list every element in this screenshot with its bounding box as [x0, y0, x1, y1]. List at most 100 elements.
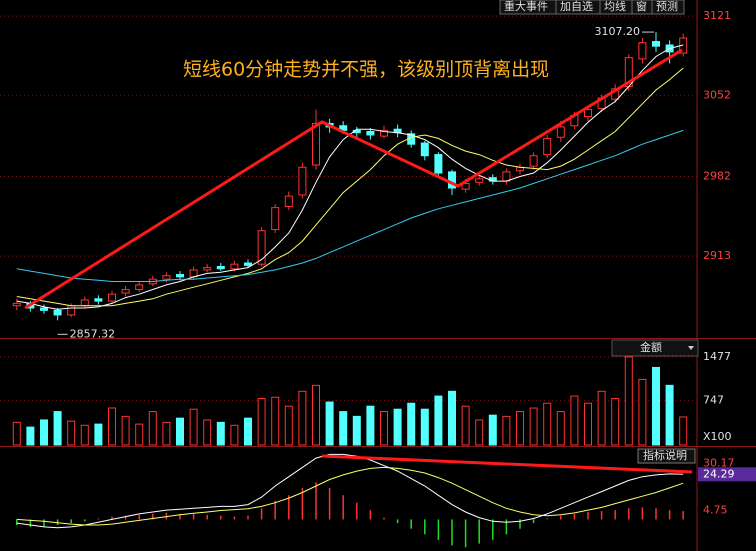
toolbar-label[interactable]: 加自选 [560, 0, 593, 13]
unit-label: X100 [703, 430, 732, 443]
volume-bar [407, 402, 416, 446]
volume-bar [325, 401, 334, 446]
toolbar-label[interactable]: 均线 [604, 0, 626, 13]
y-tick-label: 2982 [703, 169, 731, 182]
volume-bar [652, 366, 660, 446]
candle-body [135, 284, 144, 291]
indicator-selector[interactable] [611, 339, 699, 357]
volume-bar [162, 421, 171, 446]
volume-bar [556, 411, 565, 446]
candle-body [12, 302, 21, 307]
selector-label[interactable]: 金额 [640, 340, 662, 354]
volume-bar [244, 417, 252, 446]
volume-bar [461, 405, 470, 446]
volume-bar [529, 407, 538, 446]
dropdown-arrow[interactable] [688, 346, 694, 350]
y-tick-label: 24.29 [703, 467, 735, 480]
candle-body [94, 298, 103, 302]
volume-bar [420, 408, 429, 446]
volume-bar [271, 396, 280, 446]
toolbar-button[interactable] [651, 0, 685, 15]
volume-bar [189, 408, 198, 446]
volume-bar [624, 356, 633, 446]
toolbar-label[interactable]: 预测 [656, 0, 678, 13]
volume-bar [284, 405, 293, 446]
volume-bar [597, 390, 606, 446]
toolbar-label[interactable]: 窗 [636, 0, 647, 13]
volume-bar [393, 408, 402, 446]
toolbar-label[interactable]: 重大事件 [504, 0, 548, 13]
min-price-label: 2857.32 [70, 327, 116, 340]
candle-body [652, 41, 660, 47]
candle-body [461, 182, 470, 190]
indicator-line [16, 453, 684, 529]
y-tick-label: 4.75 [703, 504, 728, 517]
indicator-line [16, 67, 684, 307]
candle-body [203, 267, 212, 271]
y-tick-label: 3052 [703, 89, 731, 102]
candle-body [257, 230, 266, 265]
indicator-line [16, 466, 684, 526]
volume-bar [257, 397, 266, 446]
candle-body [40, 307, 48, 311]
volume-bar [67, 420, 76, 446]
volume-bar [516, 411, 524, 446]
volume-bar [80, 424, 89, 446]
plot: 2913 2982 3052 3121 3107.20 2857.32 747 1477 4.7… [0, 9, 756, 548]
candle-body [312, 122, 320, 166]
candle-body [121, 289, 130, 294]
indicator-help-button[interactable] [637, 448, 696, 464]
candle-body [80, 299, 89, 307]
y-tick-label: 3121 [703, 9, 731, 22]
volume-bar [53, 411, 62, 446]
volume-bar [148, 411, 157, 446]
volume-bar [665, 384, 674, 446]
y-tick-label: 747 [703, 393, 724, 406]
candle-body [216, 265, 225, 270]
volume-bar [611, 397, 620, 446]
candle-body [543, 137, 552, 156]
candle-body [162, 275, 171, 280]
candle-body [434, 154, 443, 174]
candle-body [67, 305, 76, 316]
annotation: 短线60分钟走势并不强，该级别顶背离出现 [183, 59, 549, 81]
candle-body [502, 171, 511, 182]
volume-bar [94, 423, 103, 446]
volume-bar [584, 402, 592, 446]
volume-bar [216, 421, 225, 446]
volume-bar [366, 405, 375, 446]
volume-bar [203, 419, 212, 446]
candle-body [244, 262, 252, 266]
candle-body [284, 195, 293, 207]
volume-bar [26, 426, 35, 446]
divergence-line [321, 454, 693, 474]
volume-bar [230, 424, 239, 446]
volume-bar [40, 419, 48, 446]
max-price-label: 3107.20 [595, 25, 641, 38]
volume-bar [12, 421, 21, 446]
volume-bar [298, 390, 307, 446]
volume-bar [679, 416, 688, 446]
indicator-line [16, 129, 684, 282]
volume-bar [475, 419, 484, 446]
volume-bar [176, 417, 184, 446]
volume-bar [312, 384, 320, 446]
volume-bar [380, 411, 388, 446]
volume-bar [543, 402, 552, 446]
volume-bar [339, 411, 348, 446]
trend-line [24, 48, 683, 310]
volume-bar [108, 407, 116, 446]
candle-body [298, 166, 307, 196]
candle-body [271, 207, 280, 231]
volume-bar [638, 378, 647, 446]
volume-bar [434, 395, 443, 446]
candle-body [108, 293, 116, 302]
help-label[interactable]: 指标说明 [643, 448, 687, 462]
volume-bar [352, 415, 361, 446]
candle-body [53, 309, 62, 316]
candle-body [475, 178, 484, 183]
candle-body [584, 109, 592, 118]
